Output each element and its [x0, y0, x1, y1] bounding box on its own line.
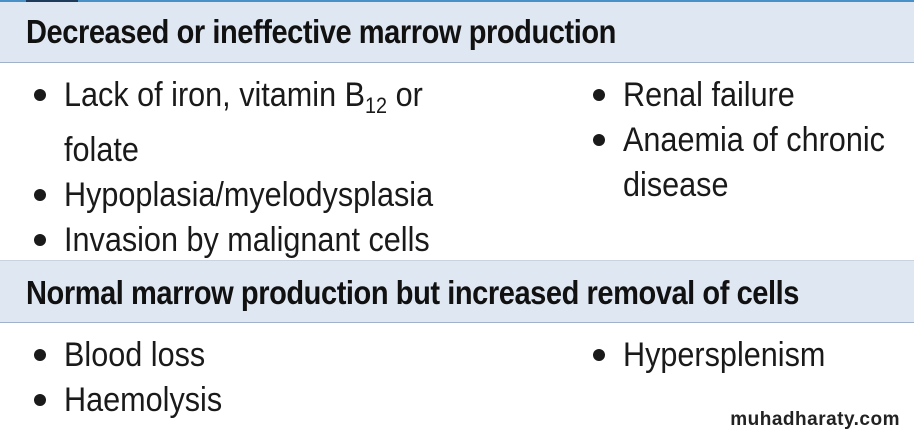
section-header-decreased-production: Decreased or ineffective marrow producti…: [0, 2, 914, 63]
item-text: Lack of iron, vitamin B: [64, 76, 366, 114]
list-item-blood-loss: Blood loss: [26, 333, 240, 378]
item-text: Hypersplenism: [623, 336, 826, 374]
bullet-icon: [593, 349, 605, 361]
left-list-decreased-production: Lack of iron, vitamin B12 or folate Hypo…: [26, 73, 474, 263]
item-text: Blood loss: [64, 336, 206, 374]
section-title: Normal marrow production but increased r…: [26, 274, 799, 311]
item-subscript: 12: [365, 93, 388, 118]
top-accent-line: [0, 0, 914, 2]
top-accent-tab: [26, 0, 78, 3]
bullet-icon: [34, 234, 46, 246]
item-text-continued: folate: [64, 131, 139, 169]
item-text: Anaemia of chronic: [623, 121, 885, 159]
list-item-invasion: Invasion by malignant cells: [26, 218, 474, 263]
item-text: Haemolysis: [64, 381, 223, 419]
section-header-increased-removal: Normal marrow production but increased r…: [0, 260, 914, 323]
bullet-icon: [593, 89, 605, 101]
list-item-hypoplasia: Hypoplasia/myelodysplasia: [26, 173, 474, 218]
watermark: muhadharaty.com: [730, 409, 900, 430]
right-list-increased-removal: Hypersplenism: [585, 333, 848, 378]
item-text-tail: or: [387, 76, 423, 114]
bullet-icon: [593, 134, 605, 146]
item-text: Renal failure: [623, 76, 795, 114]
bullet-icon: [34, 394, 46, 406]
list-item-renal-failure: Renal failure: [585, 73, 914, 118]
left-list-increased-removal: Blood loss Haemolysis: [26, 333, 240, 423]
list-item-haemolysis: Haemolysis: [26, 378, 240, 423]
list-item-lack-of-iron: Lack of iron, vitamin B12 or folate: [26, 73, 474, 173]
item-text: Invasion by malignant cells: [64, 221, 430, 259]
item-text-continued: disease: [623, 166, 729, 204]
item-text: Hypoplasia/myelodysplasia: [64, 176, 434, 214]
bullet-icon: [34, 349, 46, 361]
bullet-icon: [34, 189, 46, 201]
section-title: Decreased or ineffective marrow producti…: [26, 13, 616, 50]
list-item-hypersplenism: Hypersplenism: [585, 333, 848, 378]
right-list-decreased-production: Renal failure Anaemia of chronic disease: [585, 73, 914, 208]
list-item-anaemia-chronic-disease: Anaemia of chronic disease: [585, 118, 914, 208]
bullet-icon: [34, 89, 46, 101]
